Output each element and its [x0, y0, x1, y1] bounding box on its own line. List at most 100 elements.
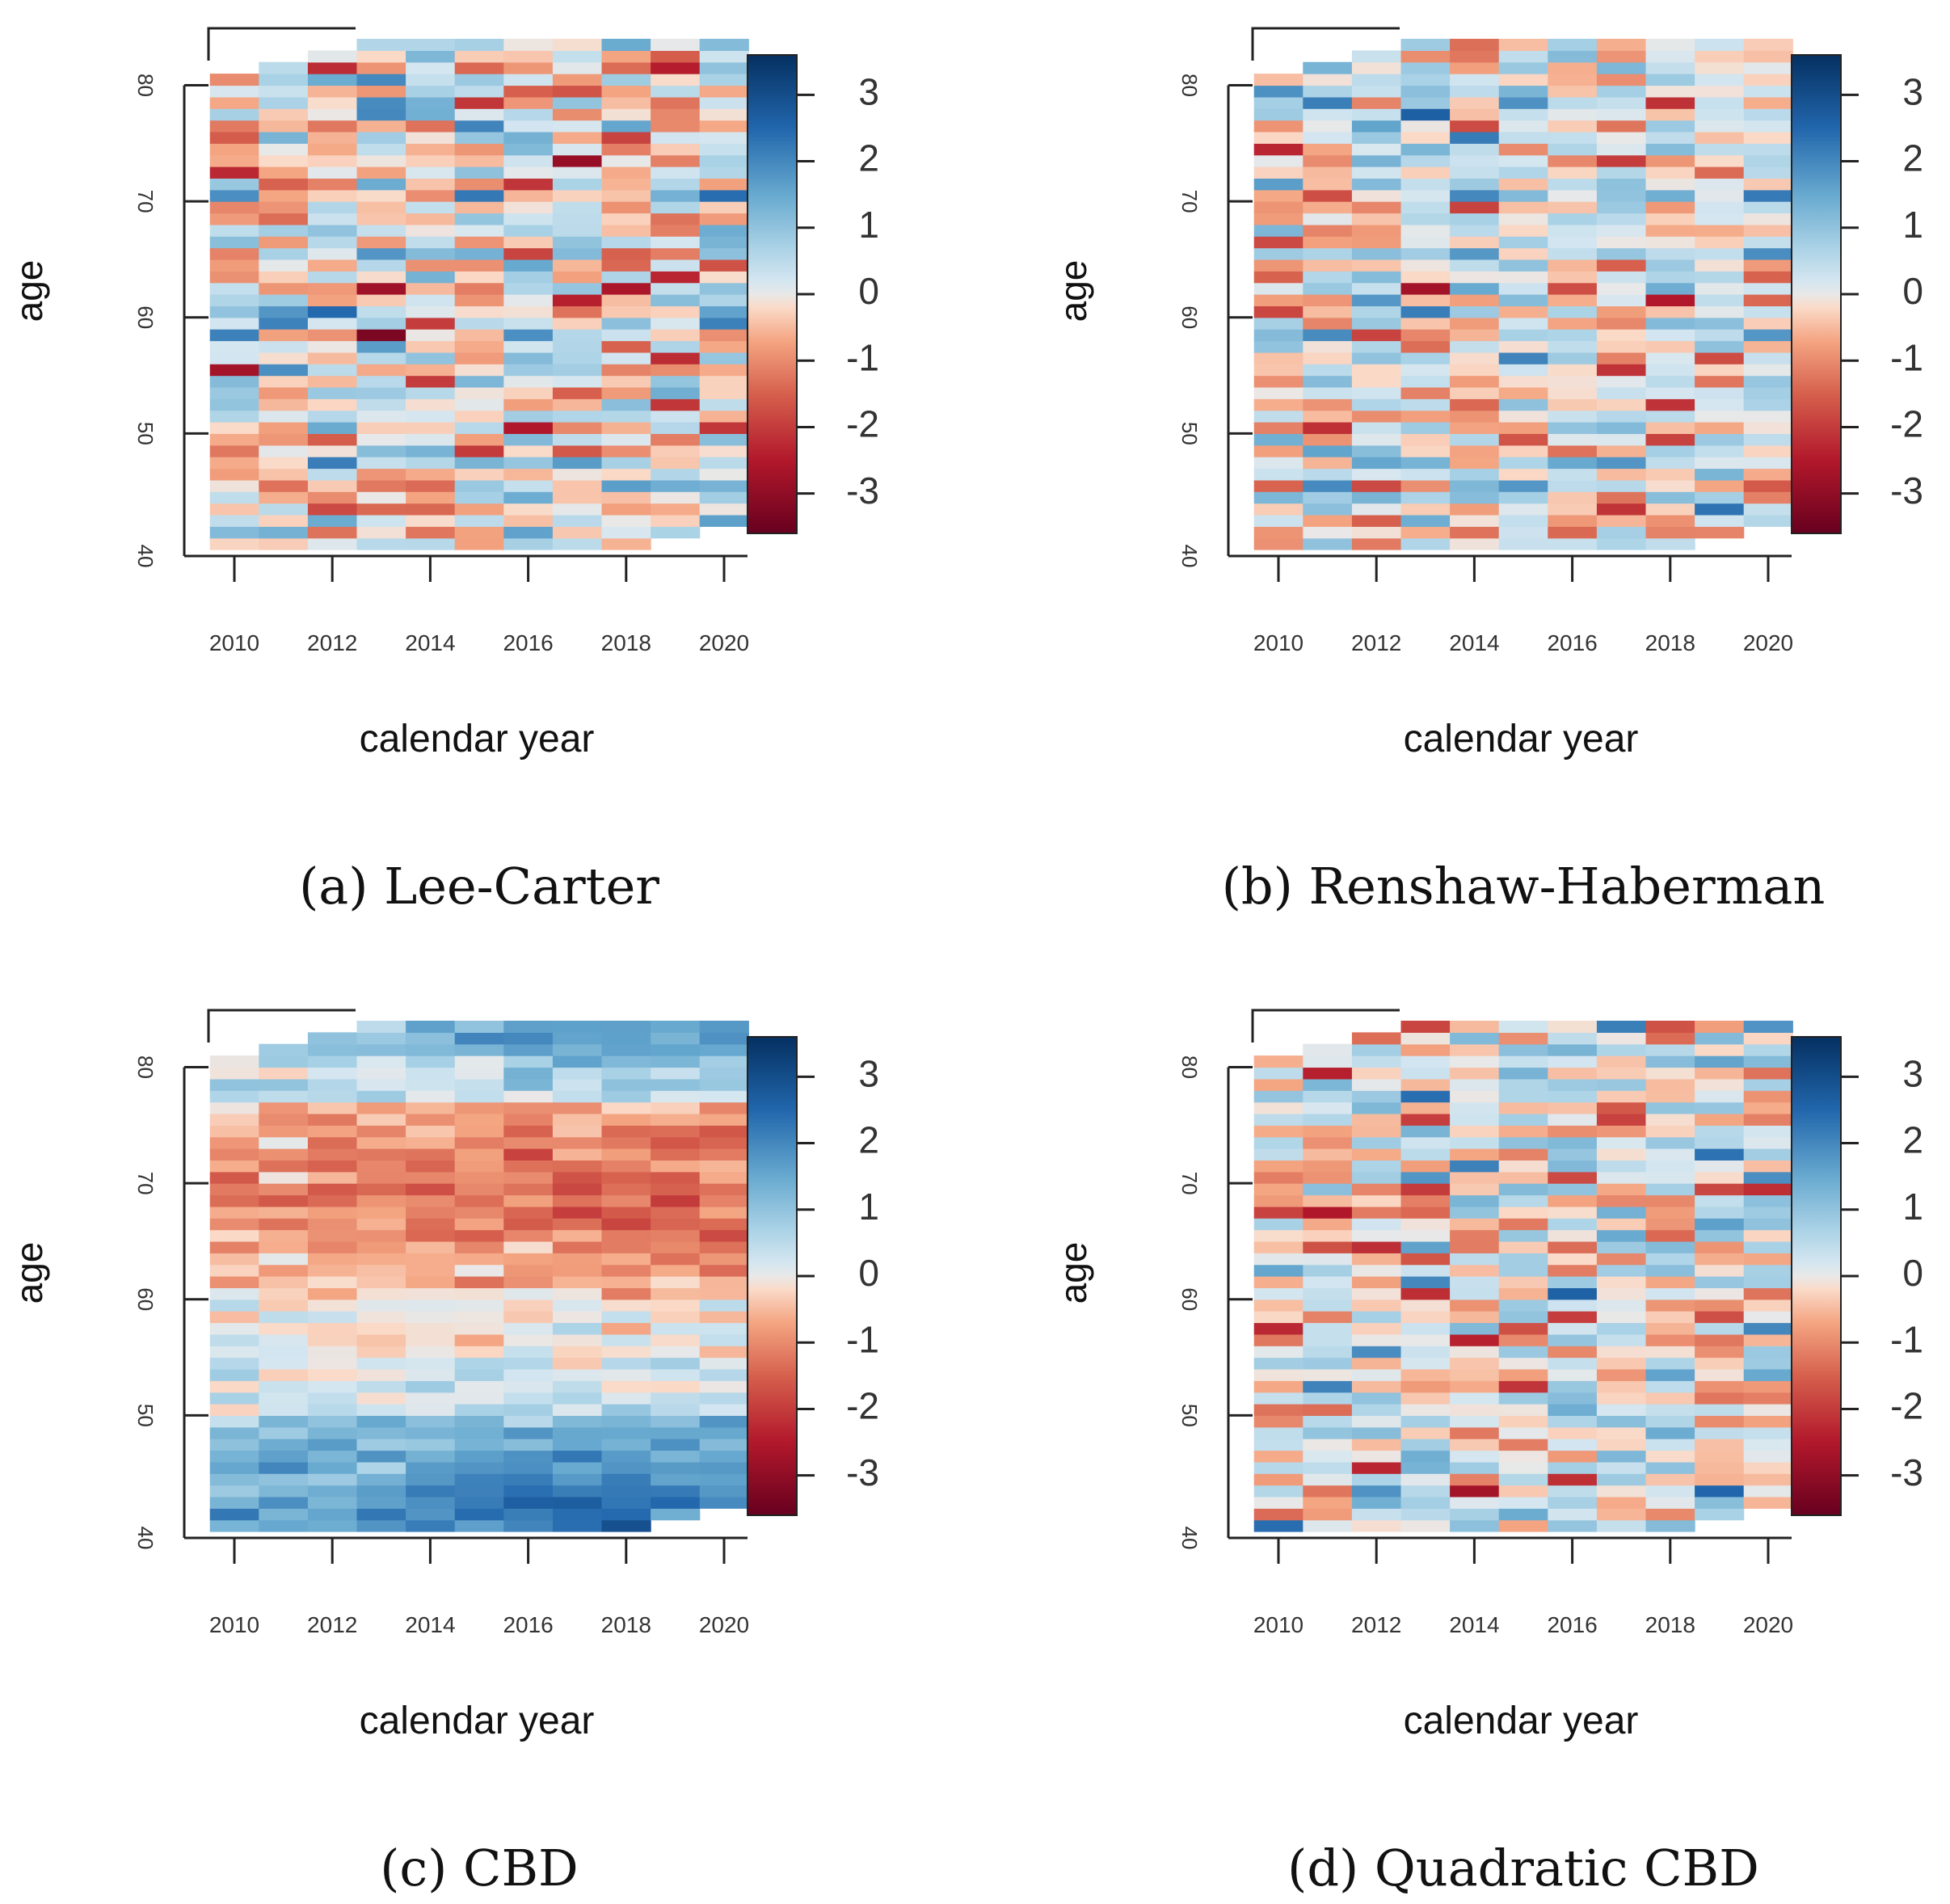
heatmap-cell [1695, 74, 1745, 86]
heatmap-cell [1400, 1380, 1451, 1393]
heatmap-cell [552, 85, 603, 98]
heatmap-cell [307, 1322, 358, 1335]
heatmap-cell [1450, 305, 1500, 318]
heatmap-cell [1303, 1264, 1353, 1277]
colorbar-tick-label: 1 [858, 1186, 879, 1228]
heatmap-cell [1400, 1125, 1451, 1138]
heatmap-cell [307, 468, 358, 481]
heatmap-cell [1253, 224, 1304, 237]
heatmap-cell [209, 1426, 259, 1439]
heatmap-cell [1450, 143, 1500, 156]
heatmap-cell [1596, 271, 1647, 284]
heatmap-cell [406, 189, 456, 202]
heatmap-cell [1645, 1426, 1695, 1439]
heatmap-cell [1596, 85, 1647, 98]
heatmap-cell [1743, 1311, 1793, 1324]
heatmap-cell [1253, 259, 1304, 272]
heatmap-cell [259, 1380, 309, 1393]
heatmap-cell [1548, 1415, 1598, 1428]
heatmap-cell [1351, 1160, 1402, 1173]
heatmap-cell [503, 1032, 554, 1045]
heatmap-cell [209, 1102, 259, 1114]
heatmap-cell [259, 305, 309, 318]
heatmap-cell [552, 224, 603, 237]
heatmap-cell [601, 1055, 651, 1068]
heatmap-cell [1596, 236, 1647, 249]
y-tick-label: 80 [133, 1055, 158, 1079]
heatmap-cell [1645, 317, 1695, 330]
heatmap-cell [1596, 1404, 1647, 1416]
heatmap-cell [356, 1508, 406, 1521]
heatmap-cell [307, 178, 358, 191]
heatmap-cell [209, 1253, 259, 1266]
heatmap-cell [356, 166, 406, 179]
heatmap-cell [699, 1473, 749, 1486]
heatmap-cell [1548, 1426, 1598, 1439]
heatmap-cell [699, 178, 749, 191]
heatmap-cell [356, 1461, 406, 1474]
heatmap-cell [406, 1194, 456, 1207]
heatmap-cell [356, 1392, 406, 1405]
heatmap-cell [259, 85, 309, 98]
heatmap-cell [356, 282, 406, 295]
heatmap-cell [1303, 282, 1353, 295]
heatmap-cell [552, 271, 603, 284]
heatmap-cell [601, 131, 651, 144]
heatmap-cell [454, 1171, 504, 1184]
heatmap-cell [1695, 131, 1745, 144]
heatmap-cell [307, 120, 358, 133]
heatmap-cell [1400, 271, 1451, 284]
heatmap-cell [1498, 444, 1548, 457]
heatmap-cell [1743, 1183, 1793, 1196]
heatmap-cell [1548, 1160, 1598, 1173]
heatmap-cell [651, 340, 701, 353]
heatmap-cell [1498, 479, 1548, 492]
heatmap-cell [1450, 271, 1500, 284]
heatmap-cell [651, 479, 701, 492]
heatmap-cell [307, 1519, 358, 1532]
heatmap-cell [1400, 1264, 1451, 1277]
heatmap-cell [699, 1380, 749, 1393]
heatmap-cell [1450, 247, 1500, 260]
heatmap-cell [1596, 1067, 1647, 1080]
heatmap-cell [454, 39, 504, 51]
heatmap-cell [1450, 433, 1500, 446]
heatmap-cell [406, 410, 456, 423]
heatmap-cell [651, 305, 701, 318]
heatmap-cell [1743, 457, 1793, 470]
heatmap-cell [651, 1102, 701, 1114]
heatmap-cell [209, 375, 259, 388]
heatmap-cell [552, 1299, 603, 1312]
heatmap-cell [1548, 50, 1598, 63]
heatmap-cell [1695, 259, 1745, 272]
heatmap-cell [307, 479, 358, 492]
heatmap-cell [1303, 503, 1353, 516]
heatmap-cell [651, 1021, 701, 1033]
heatmap-cell [601, 213, 651, 225]
y-axis-title: age [8, 260, 50, 322]
colorbar-tick-label: -2 [1890, 1385, 1923, 1427]
heatmap-cell [406, 386, 456, 399]
heatmap-cell [1253, 1346, 1304, 1358]
heatmap-cell [601, 1276, 651, 1288]
heatmap-cell [601, 1136, 651, 1149]
heatmap-cell [601, 1404, 651, 1416]
heatmap-cell [1450, 294, 1500, 306]
heatmap-cell [503, 329, 554, 342]
heatmap-cell [1303, 433, 1353, 446]
heatmap-cell [356, 479, 406, 492]
heatmap-cell [1450, 259, 1500, 272]
heatmap-cell [1498, 259, 1548, 272]
heatmap-cell [601, 1032, 651, 1045]
heatmap-cell [699, 364, 749, 377]
heatmap-cell [552, 491, 603, 504]
heatmap-cell [356, 433, 406, 446]
heatmap-cell [259, 166, 309, 179]
heatmap-cell [1498, 143, 1548, 156]
heatmap-cell [651, 364, 701, 377]
heatmap-cell [406, 143, 456, 156]
heatmap-cell [1351, 410, 1402, 423]
heatmap-cell [406, 1473, 456, 1486]
heatmap-cell [699, 1043, 749, 1056]
